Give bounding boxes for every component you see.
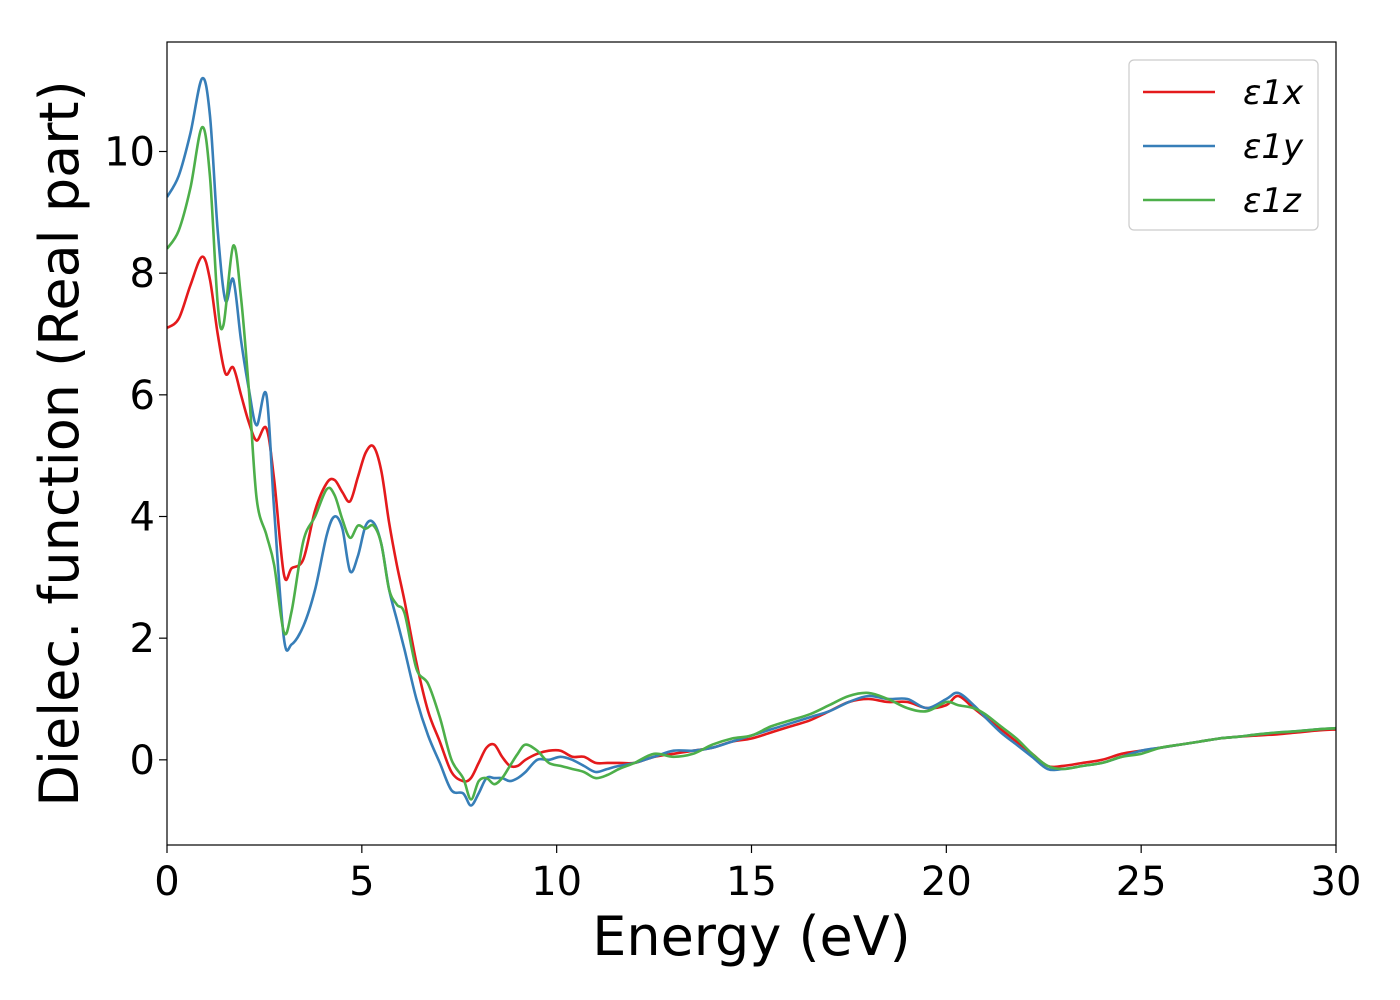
x-tick-label: 30 xyxy=(1311,859,1362,905)
x-tick-label: 0 xyxy=(154,859,179,905)
x-tick-label: 10 xyxy=(531,859,582,905)
x-axis-title: Energy (eV) xyxy=(592,905,911,968)
y-tick-label: 6 xyxy=(130,373,155,419)
x-tick-label: 20 xyxy=(921,859,972,905)
y-tick-label: 8 xyxy=(130,251,155,297)
y-axis-title: Dielec. function (Real part) xyxy=(28,80,91,806)
series-line-1 xyxy=(167,255,1336,783)
legend: ε1x ε1y ε1z xyxy=(1128,59,1319,231)
y-tick-label: 0 xyxy=(130,738,155,784)
x-axis-ticks: 0 5 10 15 20 25 30 xyxy=(154,845,1361,905)
legend-box xyxy=(1128,59,1319,231)
y-axis-ticks: 0 2 4 6 8 10 xyxy=(104,130,167,784)
legend-label: ε1z xyxy=(1243,181,1302,221)
x-tick-label: 5 xyxy=(349,859,374,905)
legend-label: ε1y xyxy=(1243,127,1304,167)
y-tick-label: 4 xyxy=(130,495,155,541)
x-tick-label: 25 xyxy=(1116,859,1167,905)
series-line-3 xyxy=(167,125,1336,801)
series-line-2 xyxy=(167,76,1336,807)
plot-lines xyxy=(167,76,1336,807)
legend-label: ε1x xyxy=(1243,73,1304,113)
y-tick-label: 2 xyxy=(130,616,155,662)
x-tick-label: 15 xyxy=(726,859,777,905)
y-tick-label: 10 xyxy=(104,130,155,176)
